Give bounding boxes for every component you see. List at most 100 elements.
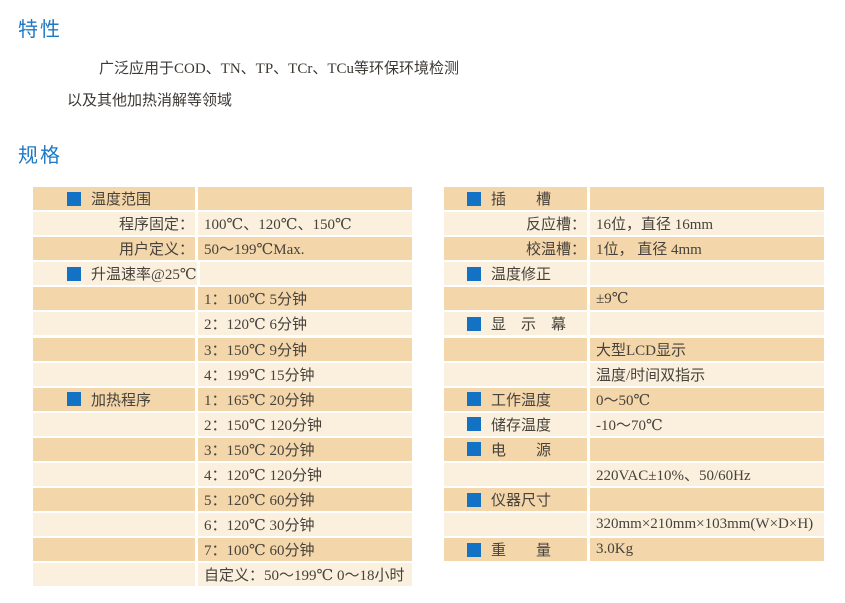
table-row: 7：100℃ 60分钟 (33, 538, 412, 562)
row-value (590, 187, 824, 210)
row-value: 4：199℃ 15分钟 (198, 362, 412, 386)
row-label: 仪器尺寸 (444, 488, 587, 512)
row-value: 6：120℃ 30分钟 (198, 513, 412, 537)
bullet-square-icon (467, 191, 481, 206)
row-value: 温度/时间双指示 (590, 362, 824, 386)
table-row: 用户定义： 50～199℃Max. (33, 237, 412, 261)
table-row: 重 量 3.0Kg (444, 538, 824, 562)
row-label (444, 362, 587, 386)
row-label (444, 463, 587, 487)
row-label-text: 仪器尺寸 (491, 493, 552, 510)
row-value (199, 262, 412, 286)
row-label-text: 升温速率@25℃ (91, 267, 197, 284)
row-label-text: 加热程序 (91, 392, 152, 409)
row-value: ±9℃ (590, 287, 824, 311)
features-text-line2: 以及其他加热消解等领域 (67, 93, 233, 109)
table-row: 3：150℃ 9分钟 (33, 337, 412, 361)
row-label: 用户定义： (33, 237, 195, 261)
row-label (33, 412, 195, 436)
table-row: 仪器尺寸 (444, 488, 824, 512)
features-text-line1: 广泛应用于COD、TN、TP、TCr、TCu等环保环境检测 (99, 61, 460, 77)
table-row: 校温槽： 1位， 直径 4mm (444, 237, 824, 261)
table-row: 3：150℃ 20分钟 (33, 437, 412, 461)
row-label (444, 513, 587, 537)
row-value: 2：150℃ 120分钟 (198, 412, 412, 436)
row-value (590, 437, 824, 461)
table-row: 5：120℃ 60分钟 (33, 488, 412, 512)
row-label-text: 温度修正 (491, 267, 552, 284)
row-value: 1：165℃ 20分钟 (198, 387, 412, 411)
row-label (33, 513, 195, 537)
table-row: ±9℃ (444, 287, 824, 311)
row-label (33, 312, 195, 336)
row-value (590, 262, 824, 286)
row-label: 升温速率@25℃ (33, 262, 197, 286)
table-row: 320mm×210mm×103mm(W×D×H) (444, 513, 824, 537)
spec-table-right: 插 槽反应槽： 16位，直径 16mm 校温槽： 1位， 直径 4mm 温度修正 ±9℃ 显… (444, 187, 824, 563)
specs-heading: 规格 (18, 145, 62, 167)
row-value: 4：120℃ 120分钟 (198, 463, 412, 487)
row-label: 电 源 (444, 437, 587, 461)
table-row: 2：150℃ 120分钟 (33, 412, 412, 436)
bullet-square-icon (67, 191, 81, 206)
row-label: 温度修正 (444, 262, 587, 286)
row-label: 加热程序 (33, 387, 195, 411)
row-value: 320mm×210mm×103mm(W×D×H) (590, 513, 824, 537)
row-value: 3：150℃ 9分钟 (198, 337, 412, 361)
bullet-square-icon (67, 266, 81, 281)
row-value: 7：100℃ 60分钟 (198, 538, 412, 562)
bullet-square-icon (467, 392, 481, 407)
features-heading: 特性 (18, 19, 62, 41)
row-label (33, 463, 195, 487)
row-value (590, 488, 824, 512)
row-label (33, 362, 195, 386)
bullet-square-icon (467, 417, 481, 432)
table-row: 温度/时间双指示 (444, 362, 824, 386)
table-row: 程序固定： 100℃、120℃、150℃ (33, 212, 412, 236)
row-label (444, 337, 587, 361)
table-row: 插 槽 (444, 187, 824, 210)
bullet-square-icon (467, 442, 481, 457)
row-label-text: 温度范围 (91, 192, 152, 208)
row-value: 220VAC±10%、50/60Hz (590, 463, 824, 487)
row-value: 50～199℃Max. (198, 237, 412, 261)
bullet-square-icon (467, 492, 481, 507)
row-value (590, 312, 824, 336)
row-label: 反应槽： (444, 212, 587, 236)
table-row: 1：100℃ 5分钟 (33, 287, 412, 311)
row-label-text: 插 槽 (491, 192, 552, 208)
table-row: 电 源 (444, 437, 824, 461)
table-row: 4：120℃ 120分钟 (33, 463, 412, 487)
table-row: 温度范围 (33, 187, 412, 210)
row-label: 显 示 幕 (444, 312, 587, 336)
row-value: 大型LCD显示 (590, 337, 824, 361)
table-row: 2：120℃ 6分钟 (33, 312, 412, 336)
row-value: 2：120℃ 6分钟 (198, 312, 412, 336)
row-value: 16位，直径 16mm (590, 212, 824, 236)
row-label (33, 488, 195, 512)
table-row: 加热程序 1：165℃ 20分钟 (33, 387, 412, 411)
row-label: 程序固定： (33, 212, 195, 236)
row-label-text: 电 源 (491, 442, 552, 459)
row-value: 5：120℃ 60分钟 (198, 488, 412, 512)
row-label: 工作温度 (444, 387, 587, 411)
row-label (33, 437, 195, 461)
row-value: 自定义：50～199℃ 0～18小时 (198, 563, 412, 587)
table-row: 升温速率@25℃ (33, 262, 412, 286)
row-value (198, 187, 412, 210)
row-label: 温度范围 (33, 187, 195, 210)
row-value: 100℃、120℃、150℃ (198, 212, 412, 236)
row-label (444, 287, 587, 311)
row-value: 0～50℃ (590, 387, 824, 411)
row-label (33, 563, 195, 587)
row-label: 重 量 (444, 538, 587, 562)
row-value: 3：150℃ 20分钟 (198, 437, 412, 461)
table-row: 工作温度 0～50℃ (444, 387, 824, 411)
bullet-square-icon (467, 542, 481, 557)
table-row: 6：120℃ 30分钟 (33, 513, 412, 537)
row-label (33, 287, 195, 311)
table-row: 显 示 幕 (444, 312, 824, 336)
row-value: -10～70℃ (590, 412, 824, 436)
bullet-square-icon (467, 266, 481, 281)
